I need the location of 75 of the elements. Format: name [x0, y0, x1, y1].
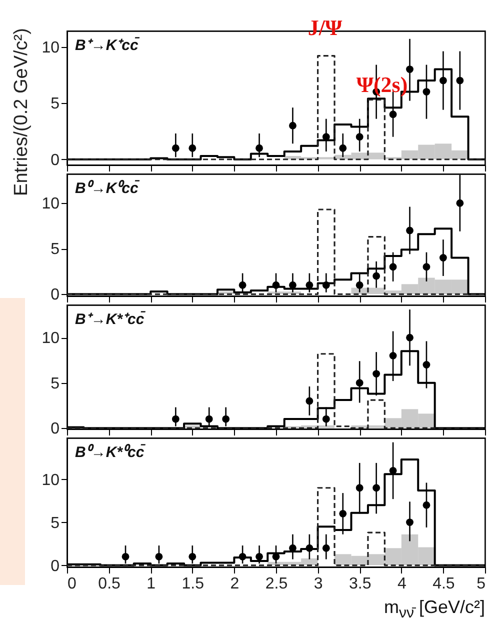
- point: [122, 552, 130, 560]
- x-tick-label: 0: [68, 576, 76, 592]
- point: [456, 199, 464, 207]
- point: [322, 544, 330, 552]
- x-tick-label: 3: [314, 576, 323, 592]
- y-tick-label: 0: [50, 420, 60, 438]
- x-axis-title: m$_{νν̄}$ [GeV/c²]: [384, 597, 485, 622]
- point: [356, 281, 364, 289]
- annotation: B⁺→K⁺cc̄: [75, 37, 140, 54]
- point: [356, 133, 364, 141]
- y-tick-label: 5: [50, 514, 60, 532]
- point: [439, 76, 447, 84]
- point: [222, 415, 230, 423]
- point: [356, 379, 364, 387]
- point: [238, 552, 246, 560]
- point: [422, 263, 430, 271]
- y-tick-label: 5: [50, 241, 60, 258]
- x-tick-label: 0.5: [98, 576, 121, 592]
- point: [372, 484, 380, 492]
- point: [389, 110, 397, 118]
- point: [155, 552, 163, 560]
- x-tick-label: 2: [230, 576, 240, 592]
- y-tick-label: 10: [42, 39, 60, 56]
- x-tick-label: 3.5: [348, 576, 372, 592]
- x-tick-label: 1: [146, 576, 156, 592]
- x-tick-label: 5: [476, 576, 486, 592]
- y-tick-label: 5: [50, 96, 60, 113]
- x-tick-label: 1.5: [182, 576, 204, 592]
- point: [256, 552, 263, 560]
- point: [389, 352, 397, 360]
- point: [356, 484, 364, 492]
- y-axis-title: Entries/(0.2 GeV/c²): [11, 28, 33, 196]
- point: [188, 552, 196, 560]
- y-tick-label: 10: [42, 196, 60, 213]
- annotation: B⁰→K⁰cc̄: [75, 179, 140, 197]
- point: [289, 122, 296, 130]
- point: [172, 415, 180, 423]
- point: [306, 281, 314, 289]
- point: [389, 466, 397, 474]
- point: [406, 334, 414, 342]
- point: [372, 272, 380, 280]
- point: [406, 518, 414, 526]
- point: [339, 510, 347, 518]
- point: [322, 281, 330, 289]
- y-tick-label: 5: [50, 375, 60, 392]
- x-tick-label: 2.5: [265, 576, 288, 592]
- point: [422, 501, 430, 509]
- point: [272, 281, 280, 289]
- point: [406, 226, 414, 234]
- point: [205, 415, 213, 423]
- point: [306, 544, 314, 552]
- point: [439, 254, 447, 262]
- y-tick-label: 10: [42, 330, 60, 348]
- y-tick-label: 0: [50, 152, 60, 169]
- point: [339, 144, 347, 152]
- point: [456, 76, 464, 84]
- y-tick-label: 0: [50, 558, 60, 575]
- point: [422, 361, 430, 368]
- annotation: B⁺→K*⁺cc̄: [75, 311, 146, 328]
- point: [256, 144, 263, 152]
- y-tick-label: 10: [42, 472, 60, 489]
- x-tick-label: 4.5: [432, 576, 455, 592]
- point: [322, 415, 330, 423]
- point: [372, 370, 380, 378]
- point: [238, 281, 246, 289]
- annotation: B⁰→K*⁰cc̄: [75, 443, 146, 461]
- point: [188, 144, 196, 152]
- point: [306, 397, 314, 405]
- point: [406, 66, 414, 73]
- y-tick-label: 0: [50, 286, 60, 304]
- point: [172, 144, 180, 152]
- point: [422, 88, 430, 96]
- point: [289, 281, 296, 289]
- x-tick-label: 4: [397, 576, 406, 592]
- point: [389, 263, 397, 271]
